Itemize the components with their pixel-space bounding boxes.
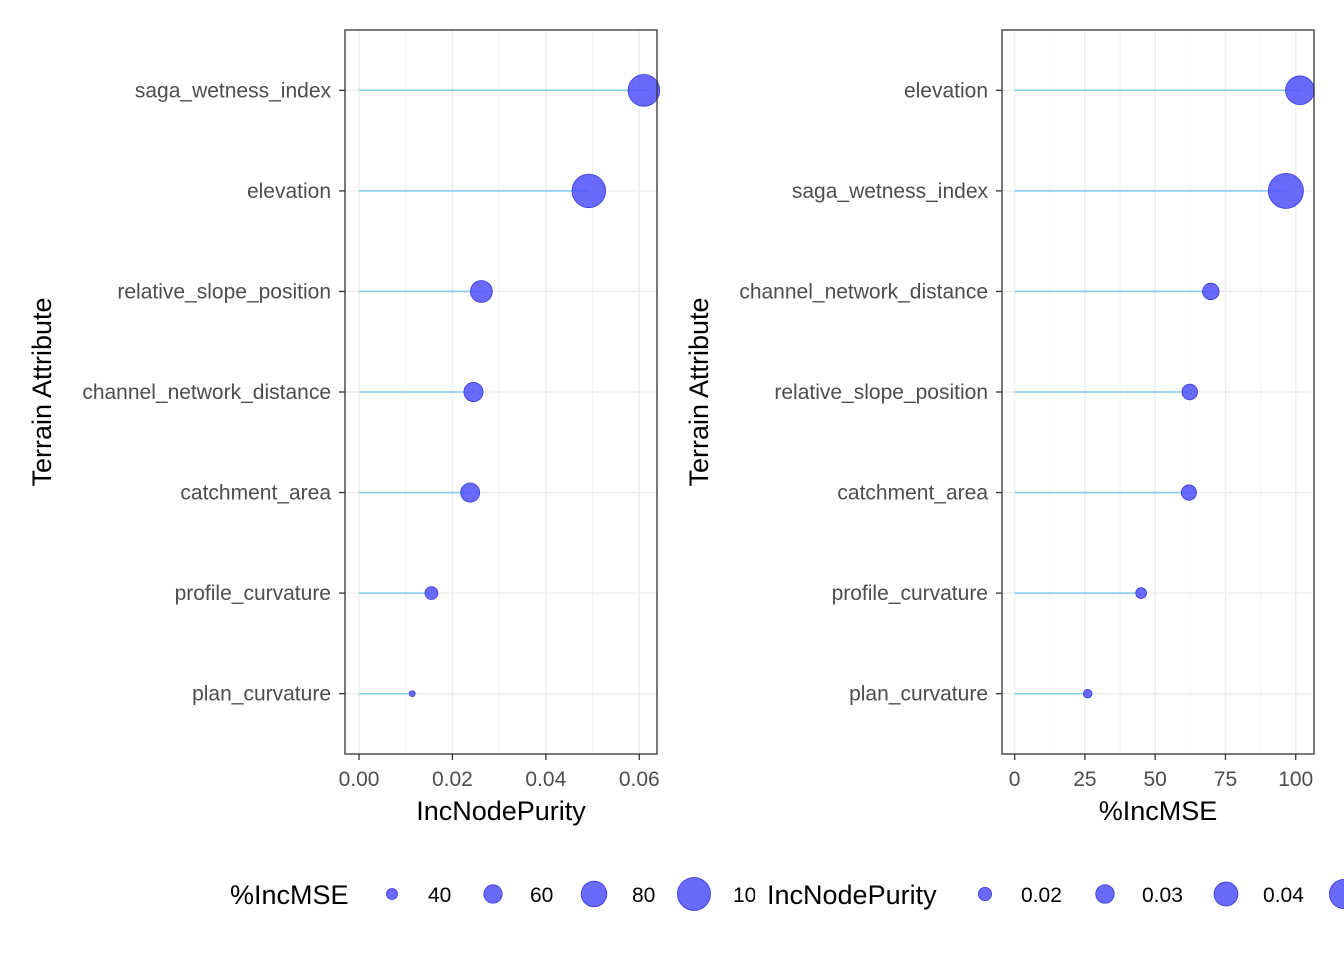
left-y-tick-label: relative_slope_position: [117, 280, 331, 303]
left-lollipop-point: [627, 74, 661, 107]
right-x-tick-label: 50: [1144, 768, 1167, 791]
right-x-tick-label: 0: [1009, 768, 1021, 791]
left-legend-label: 100: [733, 884, 768, 907]
right-legend-key: [1329, 879, 1344, 909]
right-y-tick-label: catchment_area: [837, 482, 988, 505]
right-x-axis-title: %IncMSE: [1099, 796, 1218, 826]
left-y-axis-title: Terrain Attribute: [27, 297, 57, 486]
right-legend-label: 0.04: [1263, 884, 1304, 907]
right-lollipop-point: [1180, 484, 1197, 501]
left-lollipop-point: [463, 382, 484, 402]
right-size-legend: IncNodePurity 0.020.030.040.05: [767, 879, 1344, 910]
left-x-tick-label: 0.02: [432, 768, 473, 791]
right-y-tick-label: elevation: [904, 79, 988, 102]
left-x-tick-label: 0.04: [525, 768, 566, 791]
left-x-tick-label: 0.06: [619, 768, 660, 791]
left-y-tick-label: catchment_area: [180, 482, 331, 505]
left-y-tick-label: plan_curvature: [192, 683, 331, 706]
right-legend-label: 0.03: [1142, 884, 1183, 907]
right-x-tick-label: 25: [1073, 768, 1096, 791]
left-y-tick-label: saga_wetness_index: [135, 79, 332, 102]
left-legend-key: [386, 888, 398, 900]
right-y-tick-label: saga_wetness_index: [792, 180, 989, 203]
left-legend-key: [483, 884, 503, 904]
left-y-tick-label: profile_curvature: [175, 582, 331, 605]
right-legend-label: 0.02: [1021, 884, 1062, 907]
left-y-tick-label: channel_network_distance: [82, 381, 331, 404]
right-panel: 0 25 50 75 100 elevation saga_wetness_indexcha…: [739, 29, 1315, 791]
right-legend-key: [978, 887, 993, 902]
right-x-tick-label: 75: [1214, 768, 1237, 791]
left-lollipop-point: [470, 280, 493, 303]
left-legend-label: 80: [632, 884, 655, 907]
left-legend-key: [677, 877, 711, 911]
right-lollipop-point: [1202, 282, 1220, 301]
left-panel: 0.00 0.02 0.04 0.06 saga_wetness_indexelevat…: [82, 29, 661, 791]
left-lollipop-point: [460, 482, 481, 503]
right-x-tick-label: 100: [1278, 768, 1313, 791]
right-y-axis-title: Terrain Attribute: [684, 297, 714, 486]
left-legend-keys: 40 60 80 100: [386, 877, 768, 911]
right-lollipop-point: [1285, 75, 1315, 106]
right-legend-keys: 0.020.030.040.05: [978, 879, 1344, 909]
left-lollipop-point: [408, 690, 416, 698]
right-panel-border: [1001, 29, 1315, 755]
left-lollipop-point: [571, 173, 606, 209]
right-legend-key: [1095, 884, 1115, 904]
right-lollipop-point: [1181, 383, 1198, 401]
left-panel-border: [344, 29, 658, 755]
left-x-tick-label: 0.00: [339, 768, 380, 791]
right-lollipop-point: [1267, 172, 1304, 209]
right-legend-title: IncNodePurity: [767, 880, 937, 910]
right-lollipop-point: [1083, 688, 1093, 699]
left-legend-key: [580, 880, 608, 908]
left-legend-title: %IncMSE: [230, 880, 349, 910]
left-x-axis-title: IncNodePurity: [416, 796, 586, 826]
right-y-tick-label: relative_slope_position: [774, 381, 988, 404]
left-y-tick-label: elevation: [247, 180, 331, 203]
right-y-tick-label: channel_network_distance: [739, 280, 988, 303]
right-lollipop-point: [1135, 587, 1147, 599]
right-y-tick-label: profile_curvature: [832, 582, 988, 605]
left-legend-label: 60: [530, 884, 553, 907]
left-legend-label: 40: [428, 884, 451, 907]
right-legend-key: [1213, 881, 1239, 907]
left-lollipop-point: [424, 586, 439, 600]
left-size-legend: %IncMSE 40 60 80 100: [230, 877, 768, 911]
right-y-tick-label: plan_curvature: [849, 683, 988, 706]
